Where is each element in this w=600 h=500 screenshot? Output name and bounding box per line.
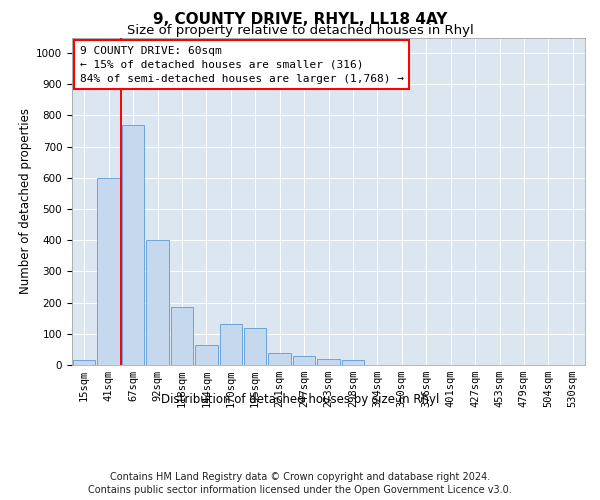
Bar bbox=[73, 360, 95, 365]
Bar bbox=[317, 359, 340, 365]
Bar bbox=[170, 308, 193, 365]
Text: 9 COUNTY DRIVE: 60sqm
← 15% of detached houses are smaller (316)
84% of semi-det: 9 COUNTY DRIVE: 60sqm ← 15% of detached … bbox=[80, 46, 404, 84]
Bar bbox=[220, 324, 242, 365]
Bar bbox=[341, 360, 364, 365]
Bar bbox=[268, 352, 291, 365]
Text: Size of property relative to detached houses in Rhyl: Size of property relative to detached ho… bbox=[127, 24, 473, 37]
Text: Contains public sector information licensed under the Open Government Licence v3: Contains public sector information licen… bbox=[88, 485, 512, 495]
Y-axis label: Number of detached properties: Number of detached properties bbox=[19, 108, 32, 294]
Bar bbox=[122, 125, 145, 365]
Bar bbox=[244, 328, 266, 365]
Text: 9, COUNTY DRIVE, RHYL, LL18 4AY: 9, COUNTY DRIVE, RHYL, LL18 4AY bbox=[153, 12, 447, 26]
Text: Distribution of detached houses by size in Rhyl: Distribution of detached houses by size … bbox=[161, 392, 439, 406]
Bar bbox=[146, 240, 169, 365]
Text: Contains HM Land Registry data © Crown copyright and database right 2024.: Contains HM Land Registry data © Crown c… bbox=[110, 472, 490, 482]
Bar bbox=[195, 344, 218, 365]
Bar bbox=[97, 178, 120, 365]
Bar bbox=[293, 356, 316, 365]
